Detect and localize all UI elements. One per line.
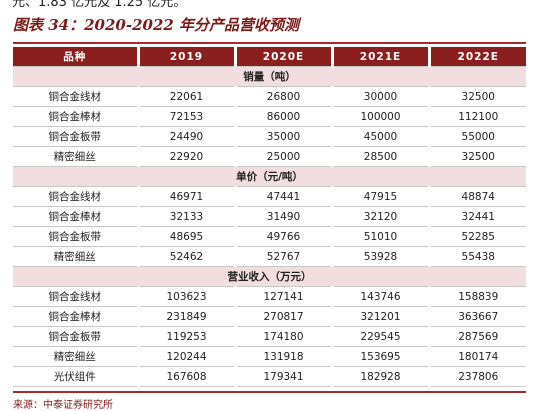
value-cell: 153695 [330, 346, 429, 367]
header-cell: 2020E [233, 47, 332, 67]
header-cell: 2019 [136, 47, 235, 67]
section-title: 营业收入（万元） [13, 266, 526, 287]
value-cell: 103623 [136, 286, 235, 307]
data-row: 铜合金板带 119253 174180 229545 287569 [13, 326, 526, 347]
header-cell: 2022E [427, 47, 526, 67]
data-row: 精密细丝 52462 52767 53928 55438 [13, 246, 526, 267]
value-cell: 237806 [427, 366, 526, 387]
value-cell: 158839 [427, 286, 526, 307]
value-cell: 32500 [427, 86, 526, 107]
intro-fragment: 元、1.83 亿元及 1.25 亿元。 [12, 0, 187, 10]
value-cell: 35000 [233, 126, 332, 147]
value-cell: 31490 [233, 206, 332, 227]
value-cell: 22061 [136, 86, 235, 107]
value-cell: 86000 [233, 106, 332, 127]
section-title: 销量（吨） [13, 66, 526, 87]
value-cell: 174180 [233, 326, 332, 347]
value-cell: 49766 [233, 226, 332, 247]
value-cell: 120244 [136, 346, 235, 367]
value-cell: 55000 [427, 126, 526, 147]
value-cell: 26800 [233, 86, 332, 107]
value-cell: 112100 [427, 106, 526, 127]
value-cell: 24490 [136, 126, 235, 147]
value-cell: 32133 [136, 206, 235, 227]
value-cell: 229545 [330, 326, 429, 347]
value-cell: 270817 [233, 306, 332, 327]
data-row: 铜合金线材 46971 47441 47915 48874 [13, 186, 526, 207]
product-cell: 铜合金板带 [13, 126, 138, 147]
value-cell: 51010 [330, 226, 429, 247]
data-row: 铜合金棒材 72153 86000 100000 112100 [13, 106, 526, 127]
value-cell: 32441 [427, 206, 526, 227]
product-cell: 铜合金板带 [13, 326, 138, 347]
value-cell: 180174 [427, 346, 526, 367]
value-cell: 179341 [233, 366, 332, 387]
value-cell: 48874 [427, 186, 526, 207]
value-cell: 47915 [330, 186, 429, 207]
data-row: 铜合金棒材 32133 31490 32120 32441 [13, 206, 526, 227]
forecast-table: 品种 2019 2020E 2021E 2022E 销量（吨） 铜合金线材 22061 2680… [13, 47, 526, 387]
value-cell: 72153 [136, 106, 235, 127]
value-cell: 32120 [330, 206, 429, 227]
section-title: 单价（元/吨） [13, 166, 526, 187]
value-cell: 28500 [330, 146, 429, 167]
header-cell: 品种 [13, 47, 138, 67]
header-cell: 2021E [330, 47, 429, 67]
data-row: 光伏组件 167608 179341 182928 237806 [13, 366, 526, 387]
value-cell: 25000 [233, 146, 332, 167]
value-cell: 119253 [136, 326, 235, 347]
section-row: 单价（元/吨） [13, 166, 526, 187]
product-cell: 铜合金棒材 [13, 306, 138, 327]
value-cell: 52285 [427, 226, 526, 247]
data-row: 精密细丝 22920 25000 28500 32500 [13, 146, 526, 167]
value-cell: 127141 [233, 286, 332, 307]
value-cell: 52767 [233, 246, 332, 267]
product-cell: 铜合金棒材 [13, 106, 138, 127]
value-cell: 182928 [330, 366, 429, 387]
product-cell: 铜合金线材 [13, 286, 138, 307]
value-cell: 363667 [427, 306, 526, 327]
value-cell: 287569 [427, 326, 526, 347]
header-row: 品种 2019 2020E 2021E 2022E [13, 47, 526, 67]
value-cell: 321201 [330, 306, 429, 327]
value-cell: 46971 [136, 186, 235, 207]
value-cell: 53928 [330, 246, 429, 267]
value-cell: 22920 [136, 146, 235, 167]
data-row: 铜合金板带 24490 35000 45000 55000 [13, 126, 526, 147]
value-cell: 143746 [330, 286, 429, 307]
product-cell: 精密细丝 [13, 346, 138, 367]
source: 来源：中泰证券研究所 [13, 400, 113, 411]
value-cell: 30000 [330, 86, 429, 107]
section-row: 销量（吨） [13, 66, 526, 87]
section-row: 营业收入（万元） [13, 266, 526, 287]
value-cell: 45000 [330, 126, 429, 147]
product-cell: 光伏组件 [13, 366, 138, 387]
data-row: 铜合金线材 103623 127141 143746 158839 [13, 286, 526, 307]
product-cell: 铜合金线材 [13, 86, 138, 107]
value-cell: 52462 [136, 246, 235, 267]
product-cell: 精密细丝 [13, 146, 138, 167]
product-cell: 铜合金板带 [13, 226, 138, 247]
value-cell: 131918 [233, 346, 332, 367]
value-cell: 47441 [233, 186, 332, 207]
value-cell: 231849 [136, 306, 235, 327]
source-rule [13, 391, 526, 393]
table-title: 图表 34：2020-2022 年分产品营收预测 [13, 16, 300, 34]
data-row: 铜合金棒材 231849 270817 321201 363667 [13, 306, 526, 327]
value-cell: 32500 [427, 146, 526, 167]
product-cell: 铜合金线材 [13, 186, 138, 207]
value-cell: 167608 [136, 366, 235, 387]
data-row: 铜合金线材 22061 26800 30000 32500 [13, 86, 526, 107]
value-cell: 48695 [136, 226, 235, 247]
value-cell: 55438 [427, 246, 526, 267]
data-row: 铜合金板带 48695 49766 51010 52285 [13, 226, 526, 247]
data-row: 精密细丝 120244 131918 153695 180174 [13, 346, 526, 367]
title-rule [13, 42, 526, 44]
value-cell: 100000 [330, 106, 429, 127]
product-cell: 精密细丝 [13, 246, 138, 267]
product-cell: 铜合金棒材 [13, 206, 138, 227]
